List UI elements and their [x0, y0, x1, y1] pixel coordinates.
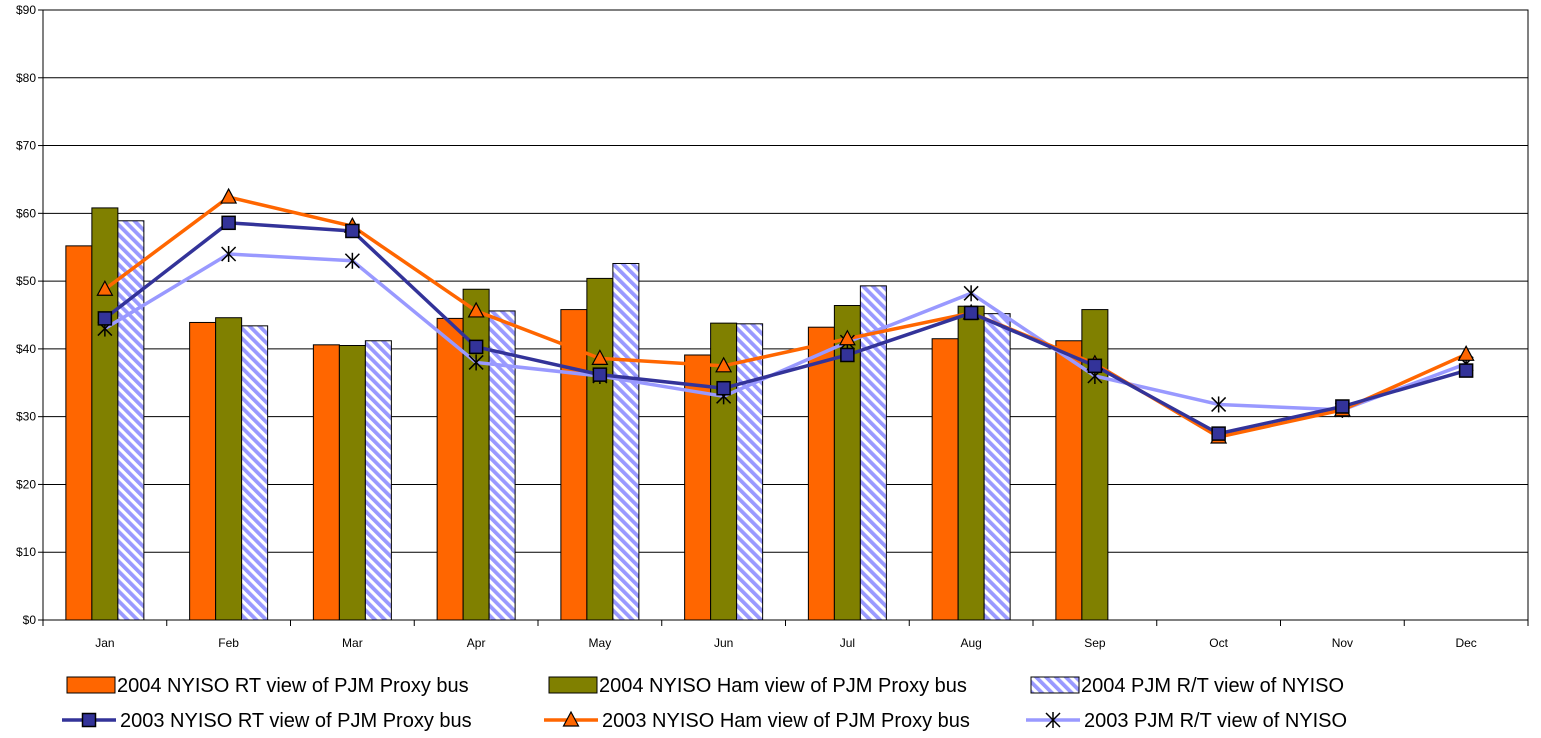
bar: [931, 338, 959, 621]
x-tick-label: May: [589, 636, 612, 650]
y-tick-label: $30: [16, 410, 36, 424]
point-marker: [715, 356, 733, 373]
x-tick-label: Feb: [218, 636, 239, 650]
point-marker: [345, 223, 360, 239]
y-tick-label: $60: [16, 206, 36, 220]
bar: [1055, 340, 1083, 621]
legend-swatch: [548, 676, 598, 694]
point-marker: [716, 380, 731, 396]
legend-label: 2004 PJM R/T view of NYISO: [1081, 675, 1344, 697]
lines: [96, 187, 1475, 444]
axes: $0 $10 $20 $30 $40 $50 $60 $70 $80 $90 Jan Feb Mar Ap…: [16, 3, 1529, 650]
point-marker: [963, 305, 979, 321]
y-tick-label: $0: [23, 613, 37, 627]
point-marker: [1335, 399, 1350, 414]
series-line: [103, 252, 1467, 412]
point-marker: [591, 349, 609, 365]
bar: [736, 323, 764, 621]
x-tick-label: Jan: [95, 636, 114, 650]
point-marker: [1211, 426, 1226, 441]
x-tick-label: Dec: [1455, 636, 1476, 650]
bar: [560, 309, 588, 621]
y-tick-label: $20: [16, 477, 36, 491]
bar: [117, 220, 145, 621]
bar: [710, 322, 738, 621]
y-tick-label: $50: [16, 274, 36, 288]
legend-label: 2003 NYISO RT view of PJM Proxy bus: [120, 710, 472, 732]
point-marker: [96, 279, 114, 296]
series-line: [103, 221, 1467, 436]
point-marker: [963, 285, 979, 302]
bar: [488, 310, 516, 621]
bar: [436, 317, 464, 621]
point-marker: [1458, 363, 1474, 378]
bar: [612, 262, 640, 621]
y-tick-label: $70: [16, 139, 36, 153]
point-marker: [1211, 396, 1227, 413]
point-marker: [221, 246, 237, 262]
x-tick-label: Sep: [1084, 636, 1106, 650]
bar: [65, 245, 93, 621]
y-tick-label: $80: [16, 71, 36, 85]
x-tick-label: Jul: [840, 636, 855, 650]
y-tick-label: $90: [16, 3, 36, 17]
point-marker: [220, 187, 238, 204]
bar: [91, 207, 119, 621]
x-tick-label: Nov: [1332, 636, 1353, 650]
legend-label: 2003 PJM R/T view of NYISO: [1084, 710, 1347, 732]
bar: [312, 344, 340, 621]
point-marker: [81, 712, 97, 728]
legend-swatch: [1030, 676, 1080, 694]
bar: [807, 326, 835, 621]
legend-swatch: [66, 676, 116, 694]
point-marker: [467, 301, 485, 318]
legend-label: 2004 NYISO Ham view of PJM Proxy bus: [599, 675, 967, 697]
x-tick-label: Mar: [342, 636, 363, 650]
y-tick-label: $10: [16, 545, 36, 559]
point-marker: [1087, 358, 1103, 374]
bar: [586, 277, 614, 621]
legend-label: 2004 NYISO RT view of PJM Proxy bus: [117, 675, 469, 697]
point-marker: [838, 329, 856, 346]
legend: 2004 NYISO RT view of PJM Proxy bus 2004 …: [62, 675, 1347, 732]
bar: [215, 317, 243, 621]
point-marker: [1045, 712, 1061, 728]
bar: [189, 321, 217, 621]
point-marker: [592, 367, 608, 382]
bar: [338, 345, 366, 621]
point-marker: [840, 347, 855, 363]
point-marker: [97, 311, 113, 326]
point-marker: [562, 710, 580, 727]
bar: [983, 313, 1011, 621]
legend-label: 2003 NYISO Ham view of PJM Proxy bus: [602, 710, 970, 732]
x-tick-label: Oct: [1209, 636, 1228, 650]
point-marker: [468, 339, 484, 355]
y-tick-label: $40: [16, 342, 36, 356]
x-tick-label: Jun: [714, 636, 733, 650]
bar: [364, 340, 392, 621]
bars: [65, 207, 1109, 621]
x-tick-label: Aug: [960, 636, 981, 650]
x-tick-label: Apr: [467, 636, 486, 650]
point-marker: [344, 252, 360, 269]
bar: [241, 325, 269, 621]
point-marker: [468, 354, 484, 371]
point-marker: [1457, 345, 1475, 361]
bar: [957, 305, 985, 621]
series-line: [103, 195, 1467, 439]
point-marker: [221, 215, 236, 231]
